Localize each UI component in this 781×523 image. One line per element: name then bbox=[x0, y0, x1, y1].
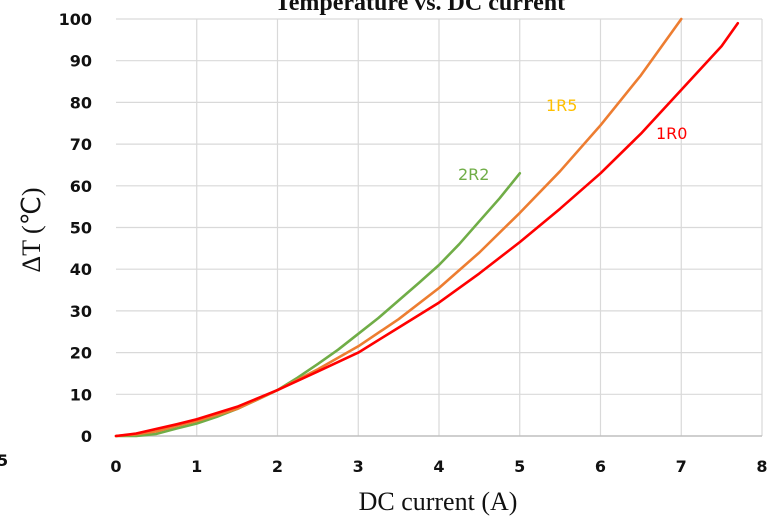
series-label-1r5: 1R5 bbox=[546, 96, 577, 115]
y-tick-label: 10 bbox=[70, 385, 92, 404]
x-tick-label: 5 bbox=[514, 457, 525, 476]
grid bbox=[116, 19, 762, 436]
series-label-2r2: 2R2 bbox=[458, 165, 489, 184]
chart-title: Temperature vs. DC current bbox=[275, 0, 565, 16]
y-tick-label: 20 bbox=[70, 344, 92, 363]
y-tick-label: 80 bbox=[70, 93, 92, 112]
x-tick-label: 3 bbox=[353, 457, 364, 476]
series-label-1r0: 1R0 bbox=[656, 124, 687, 143]
x-tick-label: 0 bbox=[110, 457, 121, 476]
y-tick-label: 90 bbox=[70, 52, 92, 71]
stray-glyph: 5 bbox=[0, 451, 8, 470]
y-tick-label: 60 bbox=[70, 177, 92, 196]
x-tick-label: 4 bbox=[433, 457, 444, 476]
y-tick-labels: 0 10 20 30 40 50 60 70 80 90 100 bbox=[59, 10, 92, 446]
x-tick-labels: 0 1 2 3 4 5 6 7 8 bbox=[110, 457, 767, 476]
x-tick-label: 1 bbox=[191, 457, 202, 476]
y-tick-label: 0 bbox=[81, 427, 92, 446]
series-labels: 2R2 1R5 1R0 bbox=[458, 96, 687, 184]
y-tick-label: 70 bbox=[70, 135, 92, 154]
x-axis-title: DC current (A) bbox=[359, 487, 518, 516]
x-tick-label: 6 bbox=[595, 457, 606, 476]
y-tick-label: 50 bbox=[70, 219, 92, 238]
x-tick-label: 8 bbox=[756, 457, 767, 476]
y-tick-label: 30 bbox=[70, 302, 92, 321]
y-axis-title: ΔT (℃) bbox=[17, 187, 46, 272]
x-tick-label: 2 bbox=[272, 457, 283, 476]
x-tick-label: 7 bbox=[676, 457, 687, 476]
y-tick-label: 40 bbox=[70, 260, 92, 279]
series-line-1r0 bbox=[116, 23, 738, 436]
series-line-2r2 bbox=[116, 173, 520, 436]
y-tick-label: 100 bbox=[59, 10, 92, 29]
